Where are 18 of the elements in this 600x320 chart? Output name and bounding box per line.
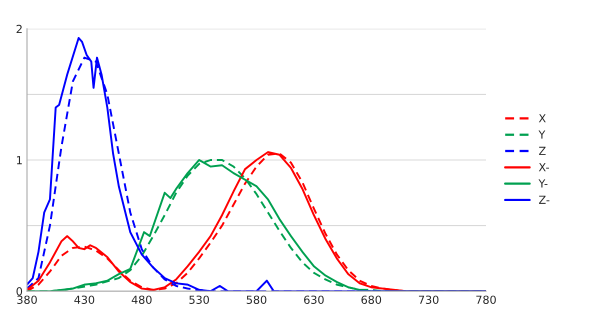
legend-label: X- xyxy=(538,163,550,172)
legend-label: Y- xyxy=(538,179,548,188)
y-tick-label: 0 xyxy=(16,287,22,296)
x-tick-label: 580 xyxy=(246,296,266,304)
y-tick-label: 1 xyxy=(16,156,22,164)
legend-label: Z- xyxy=(539,196,550,204)
y-tick-label: 2 xyxy=(16,24,22,34)
x-tick-label: 480 xyxy=(132,296,152,304)
x-tick-label: 430 xyxy=(74,296,94,304)
x-tick-label: 630 xyxy=(304,296,324,304)
x-tick-label: 680 xyxy=(361,296,382,304)
legend-label: X xyxy=(538,114,546,122)
x-tick-label: 380 xyxy=(17,296,37,304)
x-tick-label: 530 xyxy=(189,296,209,304)
legend-label: Z xyxy=(539,146,546,155)
x-tick-label: 780 xyxy=(476,296,496,304)
legend-label: Y xyxy=(538,130,546,139)
x-tick-label: 730 xyxy=(418,296,438,304)
